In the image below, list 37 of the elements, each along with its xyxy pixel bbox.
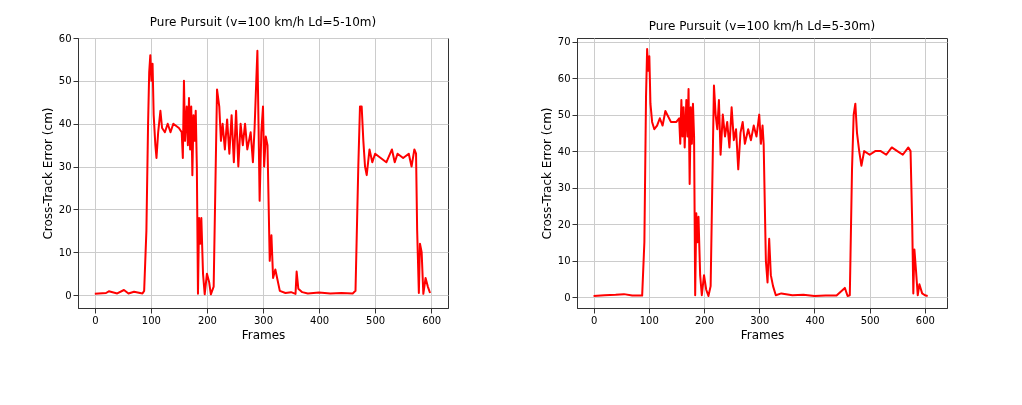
- x-tick-label: 300: [253, 314, 274, 326]
- x-tick-label: 300: [750, 314, 770, 326]
- x-axis-title: Frames: [241, 327, 286, 342]
- y-tick-label: 40: [557, 145, 571, 157]
- y-tick-label: 30: [557, 182, 571, 194]
- y-tick-label: 10: [557, 255, 571, 267]
- x-tick-label: 100: [141, 314, 161, 326]
- y-tick-label: 30: [58, 161, 72, 173]
- y-tick-label: 20: [58, 203, 72, 215]
- chart-title: Pure Pursuit (v=100 km/h Ld=5-10m): [149, 15, 377, 29]
- y-axis-title: Cross-Track Error (cm): [40, 107, 55, 240]
- x-tick-label: 200: [197, 314, 217, 326]
- x-tick-label: 400: [310, 314, 330, 326]
- line-series: [93, 49, 432, 296]
- y-tick-label: 0: [564, 291, 571, 303]
- y-tick-label: 50: [557, 109, 571, 121]
- y-tick-label: 60: [557, 72, 571, 84]
- y-tick-label: 0: [65, 289, 72, 301]
- y-tick-label: 50: [58, 75, 72, 87]
- y-tick-label: 10: [58, 246, 72, 258]
- x-tick-label: 500: [860, 314, 880, 326]
- x-tick-label: 400: [805, 314, 825, 326]
- x-tick-label: 500: [366, 314, 386, 326]
- y-tick-label: 70: [557, 36, 571, 48]
- x-tick-label: 0: [590, 314, 598, 326]
- x-tick-label: 100: [639, 314, 659, 326]
- x-axis-title: Frames: [740, 327, 785, 342]
- y-axis-title: Cross-Track Error (cm): [539, 107, 554, 240]
- line-series: [592, 47, 929, 297]
- y-tick-label: 60: [58, 32, 72, 44]
- y-tick-label: 40: [58, 118, 72, 130]
- x-tick-label: 0: [92, 314, 99, 326]
- y-tick-label: 20: [557, 218, 571, 230]
- x-tick-label: 600: [422, 314, 442, 326]
- x-tick-label: 200: [694, 314, 715, 326]
- chart-title: Pure Pursuit (v=100 km/h Ld=5-30m): [648, 18, 876, 33]
- x-tick-label: 600: [915, 314, 935, 326]
